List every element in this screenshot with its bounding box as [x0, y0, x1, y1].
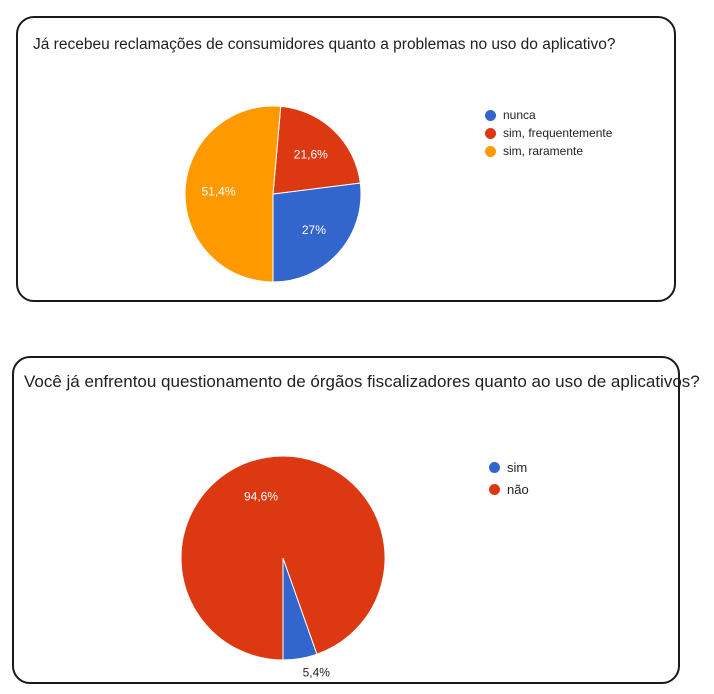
legend-item: nunca: [485, 106, 612, 124]
legend-label: sim: [507, 459, 528, 475]
legend-item: não: [489, 478, 529, 500]
legend-label: sim, raramente: [503, 144, 584, 158]
pie-slice-label: 21,6%: [294, 148, 328, 162]
chart-card-complaints: Já recebeu reclamações de consumidores q…: [16, 16, 676, 302]
legend-item: sim, frequentemente: [485, 124, 612, 142]
pie-slice-label: 94,6%: [244, 490, 278, 504]
pie-slice-sim-frequentemente: [272, 105, 361, 195]
pie-slice-label: 5,4%: [303, 665, 331, 679]
legend-item: sim: [489, 456, 529, 478]
legend-swatch: [489, 483, 500, 495]
pie-slice-sim-raramente: [184, 105, 282, 283]
legend-swatch: [485, 109, 496, 121]
legend: sim não: [489, 456, 529, 500]
legend-label: nunca: [503, 108, 536, 122]
chart-title: Já recebeu reclamações de consumidores q…: [33, 36, 616, 53]
legend-swatch: [489, 461, 500, 473]
pie-chart-complaints: 27% 21,6% 51,4%: [184, 105, 362, 283]
pie-slice-n-o: [180, 455, 386, 661]
legend-item: sim, raramente: [485, 142, 612, 160]
chart-card-inspection: Você já enfrentou questionamento de órgã…: [12, 356, 700, 684]
legend-label: sim, frequentemente: [503, 126, 613, 140]
pie-slice-label: 51,4%: [201, 185, 235, 199]
pie-chart-inspection: 5,4% 94,6%: [180, 455, 386, 679]
pie-slice-label: 27%: [302, 223, 326, 237]
pie-slice-nunca: [272, 182, 362, 283]
legend-swatch: [485, 145, 496, 157]
legend: nunca sim, frequentemente sim, raramente: [485, 106, 612, 160]
legend-swatch: [485, 127, 496, 139]
legend-label: não: [507, 481, 529, 497]
chart-title: Você já enfrentou questionamento de órgã…: [24, 372, 700, 391]
